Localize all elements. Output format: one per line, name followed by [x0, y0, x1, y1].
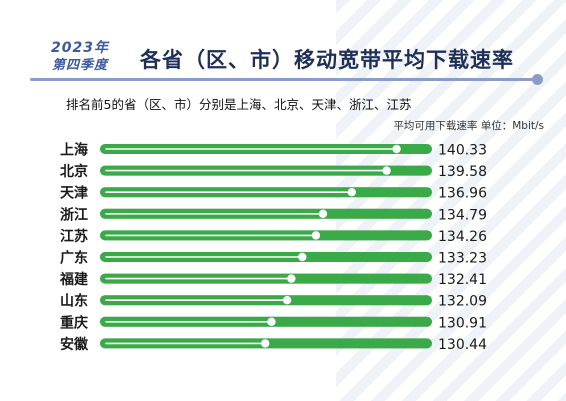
- bar-end-marker: [298, 252, 307, 262]
- quarter-label: 第四季度: [51, 58, 108, 73]
- value-label: 133.23: [438, 251, 487, 267]
- value-label: 134.26: [438, 229, 487, 245]
- category-label: 江苏: [60, 228, 88, 245]
- category-label: 安徽: [60, 336, 89, 353]
- bar-end-marker: [282, 296, 292, 305]
- value-label: 140.33: [438, 143, 487, 159]
- bar-end-marker: [311, 231, 321, 240]
- quarter-badge: 2023年 第四季度: [36, 40, 124, 74]
- category-label: 天津: [60, 185, 88, 202]
- chart-title: 各省（区、市）移动宽带平均下载速率: [140, 48, 514, 72]
- category-label: 上海: [60, 142, 88, 159]
- year-label: 2023年: [51, 40, 109, 56]
- unit-note: 平均可用下载速率 单位：Mbit/s: [393, 120, 544, 132]
- bar-end-marker: [287, 274, 296, 283]
- value-label: 130.91: [438, 315, 487, 331]
- bar-end-marker: [392, 144, 401, 154]
- value-label: 134.79: [438, 207, 487, 223]
- bar-end-marker: [261, 339, 270, 348]
- category-label: 山东: [60, 293, 88, 310]
- bar-end-marker: [267, 317, 276, 326]
- title-divider: [30, 78, 538, 81]
- value-label: 130.44: [438, 337, 487, 353]
- bar-end-marker: [318, 209, 328, 218]
- value-label: 132.09: [438, 294, 487, 310]
- bar-end-marker: [382, 166, 391, 175]
- category-label: 浙江: [60, 206, 88, 223]
- category-label: 广东: [60, 250, 88, 267]
- value-label: 139.58: [438, 164, 487, 180]
- category-label: 福建: [59, 271, 88, 288]
- chart-subtitle: 排名前5的省（区、市）分别是上海、北京、天津、浙江、江苏: [66, 97, 412, 112]
- value-label: 136.96: [438, 186, 487, 202]
- category-label: 北京: [60, 163, 88, 180]
- category-label: 重庆: [60, 314, 88, 331]
- value-label: 132.41: [438, 272, 487, 288]
- divider-end-dot: [532, 74, 543, 85]
- bar-end-marker: [347, 188, 356, 197]
